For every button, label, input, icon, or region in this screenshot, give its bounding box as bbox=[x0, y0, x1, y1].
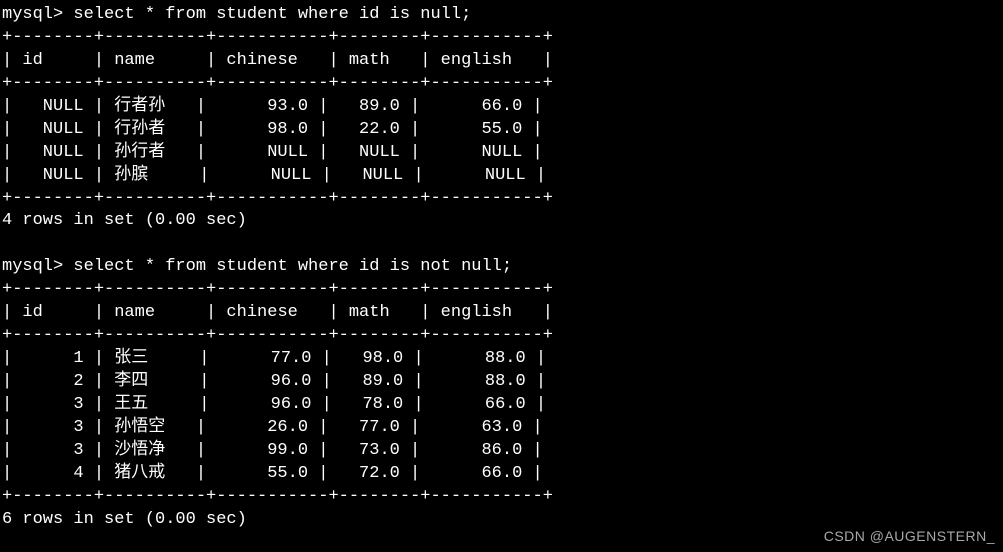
mysql-terminal-output: mysql> select * from student where id is… bbox=[0, 0, 1003, 536]
watermark-label: CSDN @AUGENSTERN_ bbox=[824, 527, 995, 546]
